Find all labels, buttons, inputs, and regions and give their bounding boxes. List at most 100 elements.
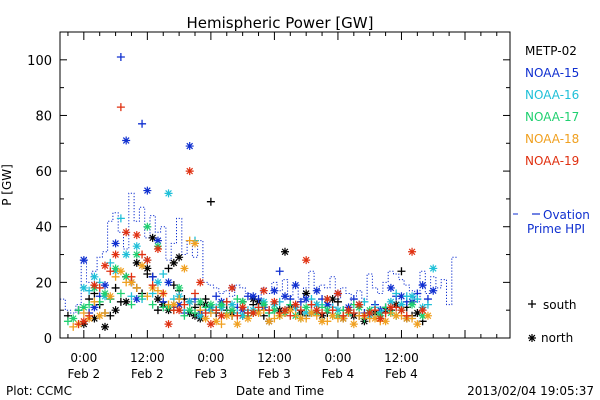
point-south-noaa-18 [175, 295, 184, 304]
legend-model-label: Ovation [543, 208, 590, 222]
point-south-metp-02 [111, 283, 120, 292]
point-north-noaa-19 [249, 308, 258, 317]
point-south-noaa-17 [127, 300, 136, 309]
x-tick-date-label: Feb 4 [322, 367, 355, 381]
point-north-noaa-16 [228, 300, 237, 309]
point-north-noaa-16 [164, 189, 173, 198]
point-south-noaa-19 [138, 250, 147, 259]
point-south-metp-02 [153, 306, 162, 315]
point-north-noaa-15 [143, 186, 152, 195]
point-south-noaa-19 [307, 300, 316, 309]
point-north-noaa-18 [296, 314, 305, 323]
point-north-noaa-15 [270, 286, 279, 295]
ovation-model-line [60, 192, 458, 314]
point-north-noaa-19 [132, 231, 141, 240]
point-north-noaa-16 [79, 283, 88, 292]
legend-entry: NOAA-19 [525, 154, 579, 168]
point-south-noaa-19 [296, 306, 305, 315]
point-north-noaa-15 [418, 281, 427, 290]
legend-entry: NOAA-18 [525, 132, 579, 146]
point-north-noaa-19 [386, 303, 395, 312]
point-north-noaa-19 [90, 281, 99, 290]
point-south-noaa-19 [85, 311, 94, 320]
point-north-noaa-18 [180, 264, 189, 273]
point-north-noaa-15 [111, 239, 120, 248]
legend-entry: NOAA-16 [525, 88, 579, 102]
point-south-noaa-17 [148, 300, 157, 309]
plot-frame [59, 31, 511, 339]
legend-entry: NOAA-15 [525, 66, 579, 80]
x-axis-ticks: 0:00 Feb 2 12:00 Feb 2 0:00 Feb 3 12:00 Feb 3 0:… [67, 32, 498, 381]
point-north-noaa-18 [286, 306, 295, 315]
legend-south-marker [528, 300, 536, 308]
point-north-noaa-19 [143, 256, 152, 265]
point-north-noaa-15 [302, 295, 311, 304]
point-north-noaa-15 [101, 281, 109, 290]
point-north-noaa-18 [222, 311, 231, 320]
x-tick-time-label: 0:00 [70, 351, 97, 365]
point-north-noaa-19 [153, 244, 162, 253]
point-north-noaa-19 [397, 306, 406, 315]
legend-model-label-2: Prime HPI [527, 222, 585, 236]
point-south-noaa-19 [402, 311, 411, 320]
point-north-noaa-19 [238, 303, 247, 312]
point-south-noaa-19 [286, 311, 295, 320]
point-north-metp-02 [90, 314, 99, 323]
x-tick-time-label: 0:00 [324, 351, 351, 365]
point-north-noaa-15 [90, 303, 99, 312]
point-south-noaa-19 [328, 306, 337, 315]
point-south-noaa-19 [127, 272, 136, 281]
plot-timestamp: 2013/02/04 19:05:37 [467, 384, 594, 398]
point-north-noaa-15 [249, 292, 258, 301]
point-north-noaa-17 [175, 283, 184, 292]
point-north-noaa-16 [185, 297, 194, 306]
point-north-noaa-19 [79, 317, 88, 326]
legend-south-label: south [543, 298, 577, 312]
point-south-noaa-19 [233, 311, 242, 320]
point-south-noaa-16 [159, 270, 168, 279]
point-south-noaa-18 [196, 306, 205, 315]
point-north-noaa-17 [185, 306, 194, 315]
x-tick-date-label: Feb 3 [195, 367, 228, 381]
point-south-noaa-19 [191, 289, 199, 298]
point-south-noaa-19 [339, 311, 348, 320]
point-north-noaa-17 [408, 300, 417, 309]
point-north-noaa-18 [95, 311, 104, 320]
point-north-noaa-16 [90, 272, 99, 281]
point-south-noaa-19 [201, 308, 210, 317]
point-south-noaa-18 [111, 272, 120, 281]
point-north-noaa-19 [196, 278, 205, 287]
point-north-noaa-18 [212, 317, 221, 326]
point-south-noaa-16 [116, 214, 125, 223]
point-south-noaa-19 [265, 306, 274, 315]
point-north-metp-02 [122, 297, 131, 306]
point-north-noaa-19 [333, 289, 342, 298]
point-north-metp-02 [175, 253, 184, 262]
x-tick-time-label: 0:00 [197, 351, 224, 365]
point-south-noaa-18 [90, 297, 99, 306]
point-north-noaa-17 [259, 300, 268, 309]
point-north-metp-02 [148, 233, 157, 242]
point-north-noaa-17 [217, 300, 226, 309]
point-south-noaa-18 [79, 308, 88, 317]
point-south-noaa-17 [116, 289, 125, 298]
point-north-noaa-16 [397, 300, 406, 309]
point-north-noaa-17 [206, 300, 215, 309]
point-north-noaa-16 [153, 278, 162, 287]
point-north-noaa-19 [270, 297, 279, 306]
legend-entry: NOAA-17 [525, 110, 579, 124]
point-north-noaa-19 [355, 300, 364, 309]
point-north-noaa-15 [122, 136, 131, 145]
point-north-metp-02 [281, 247, 289, 256]
point-north-noaa-19 [418, 306, 427, 315]
chart-title: Hemispheric Power [GW] [187, 14, 374, 32]
legend-north-label: north [541, 331, 573, 345]
point-south-noaa-15 [212, 292, 221, 301]
point-north-noaa-17 [79, 303, 88, 312]
point-north-noaa-18 [116, 267, 125, 276]
point-north-noaa-17 [228, 306, 237, 315]
point-south-noaa-15 [275, 267, 284, 276]
point-north-noaa-18 [138, 261, 147, 270]
x-tick-time-label: 12:00 [384, 351, 419, 365]
